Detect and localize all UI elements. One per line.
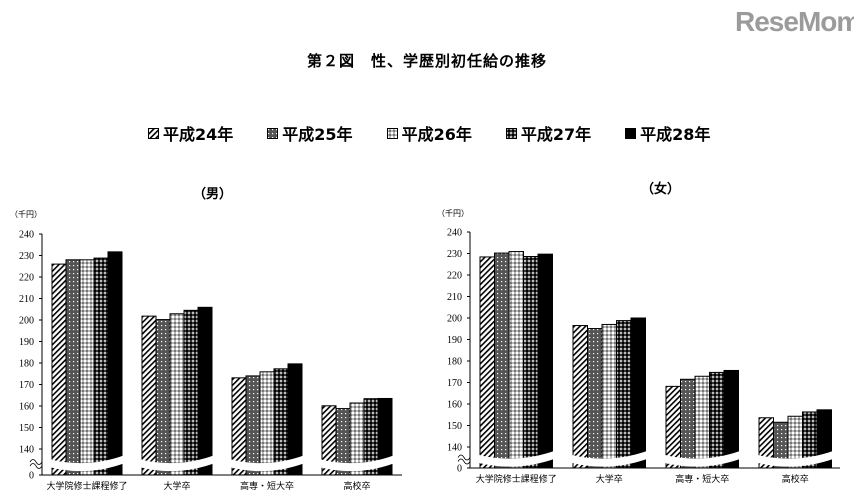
y-tick-label: 0 bbox=[457, 464, 462, 475]
y-tick-label: 230 bbox=[447, 249, 462, 260]
y-tick-label: 140 bbox=[19, 445, 34, 456]
y-tick-label: 180 bbox=[447, 357, 462, 368]
y-tick-label: 230 bbox=[19, 251, 34, 262]
bar-male-1-3 bbox=[183, 309, 199, 476]
y-tick-label: 200 bbox=[447, 314, 462, 325]
y-tick-label: 140 bbox=[447, 443, 462, 454]
subtitle-female: （女） bbox=[641, 182, 681, 197]
legend-label: 平成28年 bbox=[640, 125, 711, 144]
bar-female-2-1 bbox=[680, 378, 696, 469]
bar-male-2-1 bbox=[245, 375, 261, 476]
bar-female-0-0 bbox=[479, 256, 495, 469]
y-tick-label: 220 bbox=[447, 271, 462, 282]
legend-label: 平成24年 bbox=[163, 125, 234, 144]
y-tick-label: 160 bbox=[19, 402, 34, 413]
y-tick-label: 0 bbox=[29, 471, 34, 482]
bar-male-1-2 bbox=[169, 313, 185, 476]
axis-break-band bbox=[477, 450, 556, 467]
y-tick-label: 180 bbox=[19, 359, 34, 370]
category-label: 大学院修士課程修了 bbox=[476, 473, 557, 485]
bar-female-1-1 bbox=[587, 328, 603, 469]
axis-break-icon bbox=[457, 454, 471, 465]
bar-male-0-0 bbox=[51, 263, 67, 476]
bar-male-0-2 bbox=[79, 259, 95, 476]
bar-male-0-1 bbox=[65, 259, 81, 476]
legend-swatch-solid bbox=[625, 127, 637, 139]
legend-label: 平成26年 bbox=[401, 125, 472, 144]
y-tick-label: 170 bbox=[447, 378, 462, 389]
axis-break-band bbox=[570, 450, 649, 467]
legend-swatch-light-checker bbox=[386, 127, 398, 139]
y-tick-label: 200 bbox=[19, 316, 34, 327]
bar-female-0-3 bbox=[523, 256, 539, 469]
resemom-watermark-logo: ReseMom bbox=[735, 6, 854, 37]
y-tick-label: 240 bbox=[447, 228, 462, 239]
y-tick-label: 150 bbox=[19, 423, 34, 434]
bar-female-1-0 bbox=[572, 325, 588, 469]
y-tick-label: 170 bbox=[19, 380, 34, 391]
y-tick-label: 160 bbox=[447, 400, 462, 411]
unit-label-female: （千円） bbox=[437, 208, 469, 218]
bar-female-0-1 bbox=[494, 252, 510, 469]
bar-female-1-4 bbox=[630, 317, 646, 469]
bar-female-2-2 bbox=[694, 375, 710, 469]
figure-title: 第２図 性、学歴別初任給の推移 bbox=[306, 52, 547, 70]
axis-break-icon bbox=[29, 459, 43, 469]
axis-break-band bbox=[49, 455, 125, 472]
category-label: 大学院修士課程修了 bbox=[46, 480, 127, 492]
legend-swatch-hatch bbox=[148, 127, 159, 139]
bar-female-2-3 bbox=[709, 371, 725, 469]
legend: 平成24年 平成25年 平成26年 平成27年 平成28年 bbox=[148, 121, 710, 145]
subtitle-male: （男） bbox=[193, 187, 233, 202]
bar-male-1-0 bbox=[141, 315, 157, 476]
category-label: 大学卒 bbox=[596, 473, 623, 485]
category-label: 大学卒 bbox=[163, 480, 190, 492]
legend-label: 平成25年 bbox=[282, 125, 353, 144]
y-tick-label: 220 bbox=[19, 273, 34, 284]
legend-swatch-dotted bbox=[267, 127, 279, 139]
bar-male-1-1 bbox=[155, 319, 171, 476]
legend-swatch-dark-checker bbox=[505, 127, 517, 139]
bar-male-0-3 bbox=[93, 257, 109, 476]
bar-female-0-4 bbox=[537, 253, 553, 469]
bar-male-0-4 bbox=[107, 251, 123, 476]
axis-break-band bbox=[319, 455, 395, 472]
category-label: 高専・短大卒 bbox=[240, 480, 294, 492]
category-label: 高校卒 bbox=[782, 473, 809, 485]
category-label: 高専・短大卒 bbox=[675, 473, 729, 485]
y-tick-label: 210 bbox=[19, 294, 34, 305]
category-label: 高校卒 bbox=[343, 480, 370, 492]
y-tick-label: 210 bbox=[447, 292, 462, 303]
legend-item: 平成24年 bbox=[148, 121, 233, 145]
bar-male-2-2 bbox=[259, 371, 275, 476]
bar-female-0-2 bbox=[508, 251, 524, 469]
legend-item: 平成26年 bbox=[386, 121, 472, 145]
axis-break-band bbox=[756, 450, 835, 467]
y-tick-label: 150 bbox=[447, 421, 462, 432]
y-tick-label: 240 bbox=[19, 230, 34, 241]
bar-male-2-3 bbox=[273, 368, 289, 476]
bar-female-1-3 bbox=[616, 320, 632, 469]
unit-label-male: （千円） bbox=[10, 209, 42, 219]
y-tick-label: 190 bbox=[447, 335, 462, 346]
legend-label: 平成27年 bbox=[520, 125, 592, 144]
axis-break-band bbox=[229, 455, 305, 472]
legend-item: 平成27年 bbox=[505, 121, 592, 145]
legend-item: 平成28年 bbox=[625, 121, 710, 145]
y-tick-label: 190 bbox=[19, 337, 34, 348]
bar-male-1-4 bbox=[197, 306, 213, 476]
bar-female-1-2 bbox=[601, 323, 617, 469]
axis-break-band bbox=[663, 450, 742, 467]
legend-item: 平成25年 bbox=[267, 121, 353, 145]
axis-break-band bbox=[139, 455, 215, 472]
